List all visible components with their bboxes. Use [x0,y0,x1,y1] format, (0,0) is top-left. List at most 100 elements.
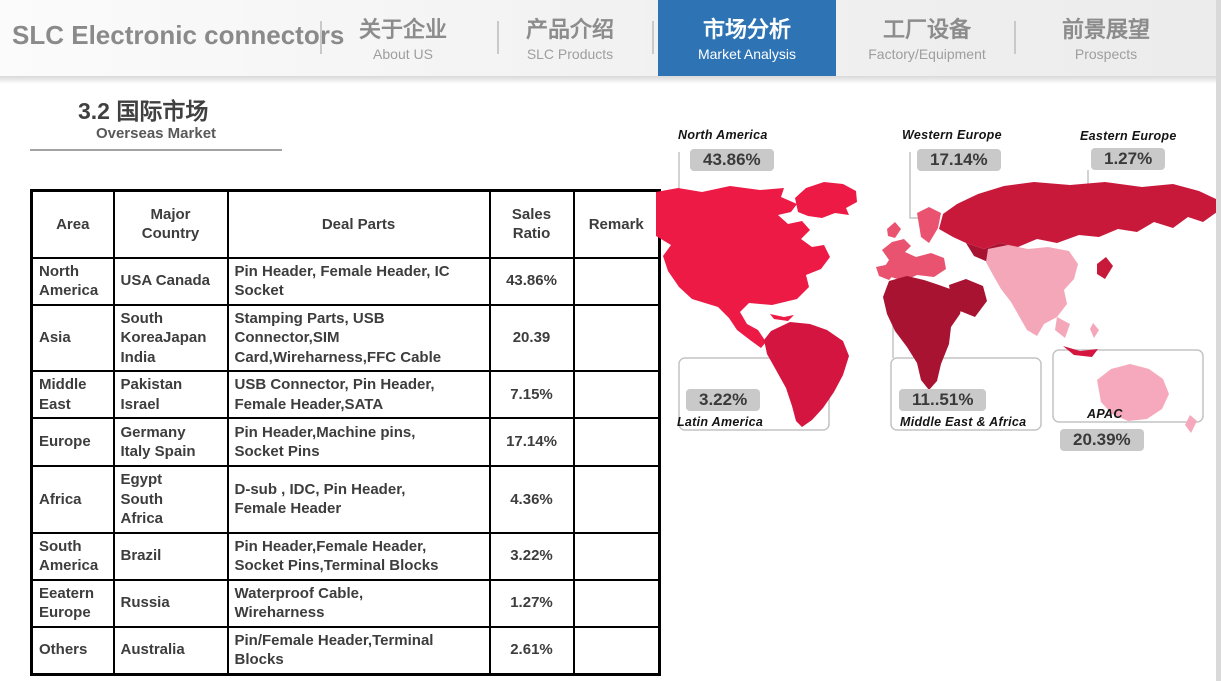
nav-separator [1014,21,1016,54]
region-indonesia [1063,346,1098,357]
map-label-eastern-europe: Eastern Europe [1080,129,1177,143]
col-header-major-country: Major Country [112,189,229,259]
cell-parts: Pin Header,Female Header, Socket Pins,Te… [226,531,491,581]
nav-label-en: Factory/Equipment [868,46,986,62]
nav-label-en: Market Analysis [697,46,797,62]
nav-item-prospects[interactable]: 前景展望 Prospects [1030,17,1182,64]
map-label-western-europe: Western Europe [902,128,1002,142]
table-row: Eeatern Europe Russia Waterproof Cable, … [30,578,661,628]
header: SLC Electronic connectors 关于企业 About US … [0,0,1221,76]
cell-country: South KoreaJapan India [112,303,229,372]
table-row: Asia South KoreaJapan India Stamping Par… [30,303,661,372]
region-russia [939,182,1217,249]
cell-area: Asia [30,303,115,372]
col-header-deal-parts: Deal Parts [226,189,491,259]
nav-separator [320,21,322,54]
nav-label-zh: 工厂设备 [882,17,971,42]
nav-label-zh: 产品介绍 [525,17,614,42]
cell-country: Egypt South Africa [112,465,229,534]
nav-item-market-analysis[interactable]: 市场分析 Market Analysis [658,0,836,76]
cell-parts: Pin Header,Machine pins, Socket Pins [226,417,491,467]
cell-ratio: 43.86% [488,256,575,306]
col-header-area: Area [30,189,115,259]
cell-remark [572,531,661,581]
cell-remark [572,578,661,628]
cell-remark [572,303,661,372]
callout-lines [678,152,1204,431]
map-label-latin-america: Latin America [677,415,764,429]
table-row: Others Australia Pin/Female Header,Termi… [30,625,661,675]
region-new-zealand [1185,415,1197,433]
cell-parts: Waterproof Cable, Wireharness [226,578,491,628]
col-header-remark: Remark [572,189,661,259]
table-row: Middle East Pakistan Israel USB Connecto… [30,370,661,419]
map-badge-north-america: 43.86% [690,149,774,171]
region-iberia [876,264,897,280]
table-row: Africa Egypt South Africa D-sub , IDC, P… [30,465,661,534]
map-badge-eastern-europe: 1.27% [1091,148,1166,170]
map-badge-latin-america: 3.22% [686,389,761,411]
region-australia [1097,364,1169,421]
cell-area: Others [30,625,115,675]
cell-country: Germany Italy Spain [112,417,229,467]
cell-parts: Stamping Parts, USB Connector,SIM Card,W… [226,303,491,372]
cell-country: Pakistan Israel [112,370,229,419]
cell-parts: USB Connector, Pin Header, Female Header… [226,370,491,419]
table-row: Europe Germany Italy Spain Pin Header,Ma… [30,417,661,467]
map-label-north-america: North America [678,128,768,142]
cell-country: USA Canada [112,256,229,306]
region-japan [1097,257,1113,279]
map-badge-middle-east-africa: 11..51% [899,389,987,411]
world-map: North America 43.86% Western Europe 17.1… [650,118,1221,470]
region-europe [882,239,946,281]
cell-area: Africa [30,465,115,534]
map-label-middle-east-africa: Middle East & Africa [900,415,1027,429]
cell-ratio: 2.61% [488,625,575,675]
table-row: North America USA Canada Pin Header, Fem… [30,256,661,306]
cell-remark [572,256,661,306]
region-southeast-asia [1055,317,1070,338]
cell-parts: Pin Header, Female Header, IC Socket [226,256,491,306]
cell-ratio: 17.14% [488,417,575,467]
cell-area: Europe [30,417,115,467]
table-row: South America Brazil Pin Header,Female H… [30,531,661,581]
cell-ratio: 3.22% [488,531,575,581]
region-south-america [764,322,849,427]
nav-label-en: Prospects [1074,46,1138,62]
col-header-sales-ratio: Sales Ratio [488,189,575,259]
nav-item-about-us[interactable]: 关于企业 About US [338,17,468,64]
cell-area: Middle East [30,370,115,419]
nav-separator [652,21,654,54]
table-header-row: Area Major Country Deal Parts Sales Rati… [30,189,661,259]
nav-item-factory-equipment[interactable]: 工厂设备 Factory/Equipment [848,17,1006,64]
map-badge-apac: 20.39% [1060,429,1144,451]
region-caribbean [770,314,794,321]
cell-remark [572,465,661,534]
cell-parts: Pin/Female Header,Terminal Blocks [226,625,491,675]
nav-item-products[interactable]: 产品介绍 SLC Products [505,17,635,64]
site-logo[interactable]: SLC Electronic connectors [12,20,345,50]
cell-remark [572,417,661,467]
market-table: Area Major Country Deal Parts Sales Rati… [30,189,661,676]
cell-area: South America [30,531,115,581]
region-africa [883,276,963,390]
nav-label-zh: 关于企业 [358,17,447,42]
page-title: 3.2 国际市场 [78,98,209,124]
cell-country: Russia [112,578,229,628]
nav-label-zh: 市场分析 [702,17,791,42]
region-greenland [795,182,857,218]
cell-ratio: 4.36% [488,465,575,534]
region-arabia [949,279,987,317]
map-label-apac: APAC [1087,407,1123,421]
world-map-svg [656,152,1217,433]
cell-remark [572,625,661,675]
nav-label-en: SLC Products [526,46,614,62]
cell-country: Brazil [112,531,229,581]
page-subtitle: Overseas Market [30,125,282,151]
map-badge-western-europe: 17.14% [917,149,1001,171]
region-asia [986,245,1078,336]
cell-remark [572,370,661,419]
region-scandinavia [917,207,941,243]
cell-parts: D-sub , IDC, Pin Header, Female Header [226,465,491,534]
